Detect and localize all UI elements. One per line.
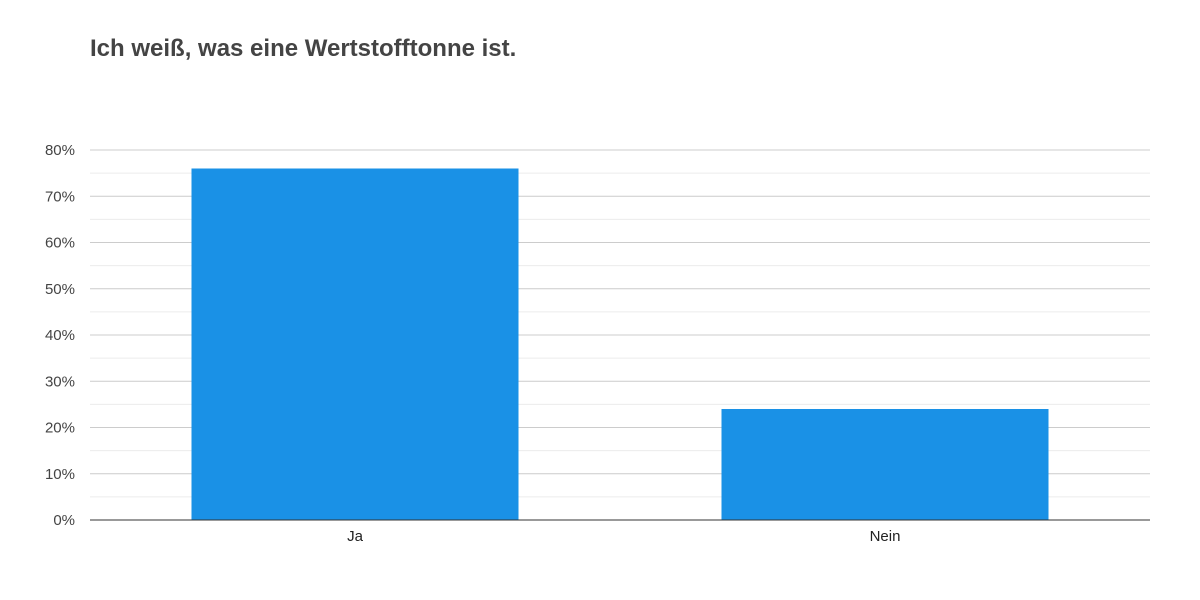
y-tick-label: 60% [45,235,75,252]
bar-nein [721,409,1049,520]
bar-ja [191,168,519,520]
chart-title: Ich weiß, was eine Wertstofftonne ist. [90,35,517,62]
axes: 0% 10% 20% 30% 40% 50% 60% 70% 80% Ja Nein [45,142,1150,545]
y-tick-label: 80% [45,142,75,159]
y-tick-label: 0% [53,512,75,529]
y-tick-label: 40% [45,327,75,344]
x-category-label: Ja [347,528,364,545]
x-category-label: Nein [870,528,901,545]
y-tick-label: 20% [45,420,75,437]
bars [191,168,1049,520]
y-tick-label: 50% [45,281,75,298]
y-tick-label: 30% [45,373,75,390]
y-tick-label: 10% [45,466,75,483]
y-tick-label: 70% [45,188,75,205]
